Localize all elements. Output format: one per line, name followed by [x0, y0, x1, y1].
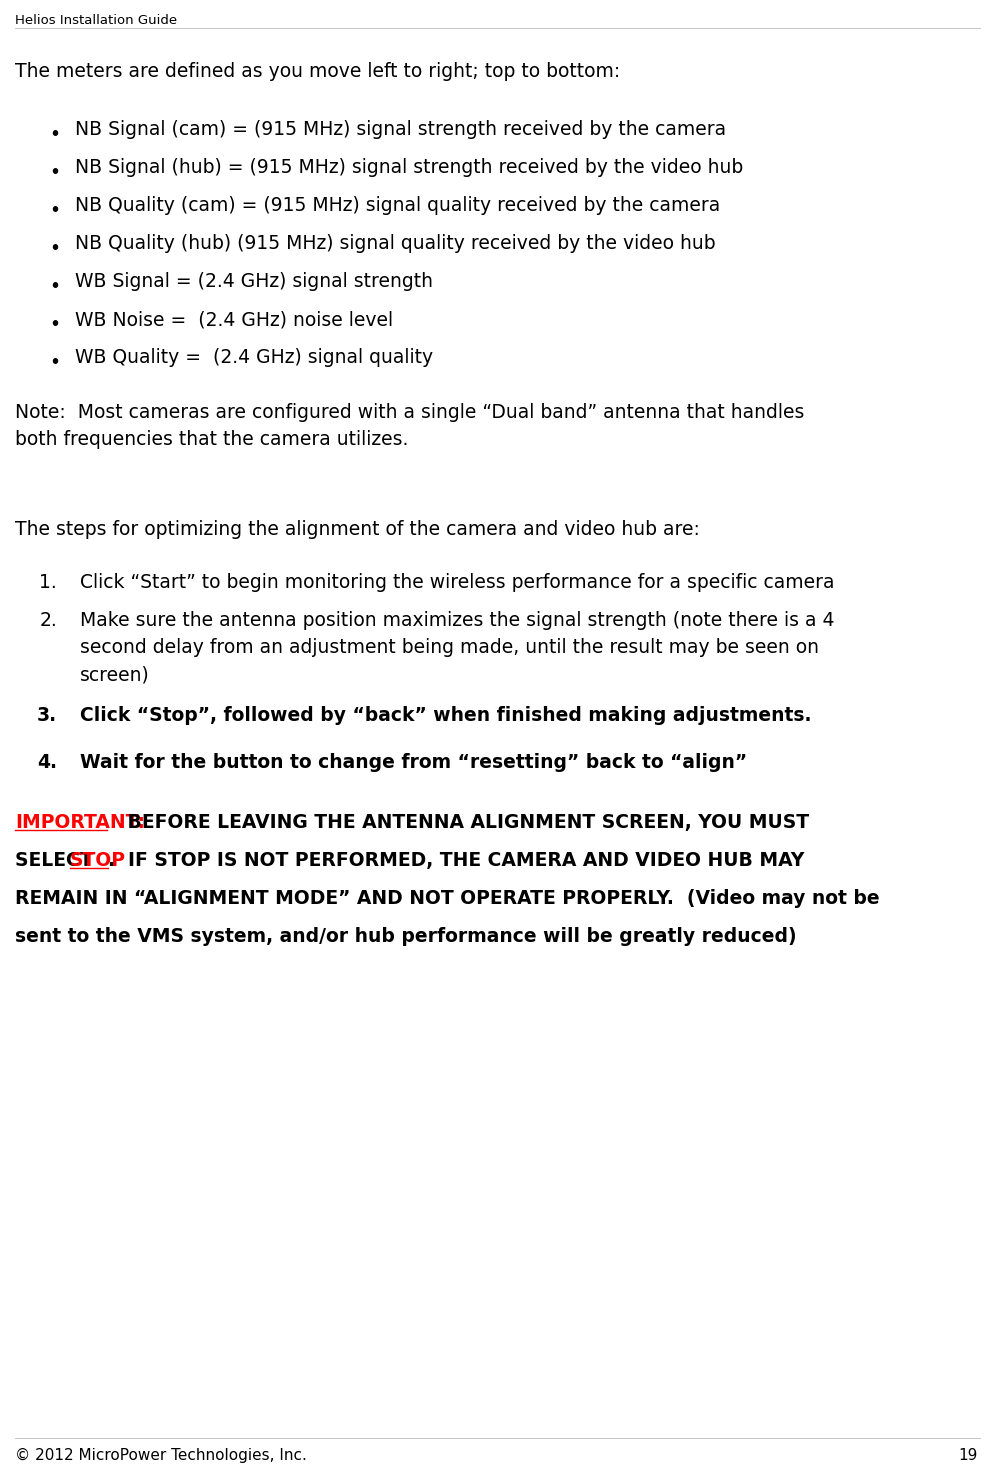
Text: BEFORE LEAVING THE ANTENNA ALIGNMENT SCREEN, YOU MUST: BEFORE LEAVING THE ANTENNA ALIGNMENT SCR…: [108, 814, 808, 831]
Text: 19: 19: [957, 1447, 977, 1464]
Text: Click “Start” to begin monitoring the wireless performance for a specific camera: Click “Start” to begin monitoring the wi…: [80, 573, 834, 593]
Text: •: •: [50, 315, 61, 335]
Text: .  IF STOP IS NOT PERFORMED, THE CAMERA AND VIDEO HUB MAY: . IF STOP IS NOT PERFORMED, THE CAMERA A…: [108, 850, 803, 870]
Text: •: •: [50, 200, 61, 220]
Text: 1.: 1.: [39, 573, 57, 593]
Text: 3.: 3.: [37, 706, 57, 725]
Text: 2.: 2.: [39, 612, 57, 629]
Text: The meters are defined as you move left to right; top to bottom:: The meters are defined as you move left …: [15, 62, 619, 81]
Text: NB Signal (hub) = (915 MHz) signal strength received by the video hub: NB Signal (hub) = (915 MHz) signal stren…: [75, 158, 743, 177]
Text: NB Quality (cam) = (915 MHz) signal quality received by the camera: NB Quality (cam) = (915 MHz) signal qual…: [75, 196, 720, 215]
Text: Wait for the button to change from “resetting” back to “align”: Wait for the button to change from “rese…: [80, 753, 746, 772]
Text: NB Quality (hub) (915 MHz) signal quality received by the video hub: NB Quality (hub) (915 MHz) signal qualit…: [75, 234, 715, 254]
Text: SELECT: SELECT: [15, 850, 99, 870]
Text: The steps for optimizing the alignment of the camera and video hub are:: The steps for optimizing the alignment o…: [15, 520, 699, 539]
Text: •: •: [50, 164, 61, 181]
Text: •: •: [50, 277, 61, 296]
Text: WB Signal = (2.4 GHz) signal strength: WB Signal = (2.4 GHz) signal strength: [75, 273, 432, 290]
Text: •: •: [50, 352, 61, 371]
Text: REMAIN IN “ALIGNMENT MODE” AND NOT OPERATE PROPERLY.  (Video may not be: REMAIN IN “ALIGNMENT MODE” AND NOT OPERA…: [15, 889, 879, 908]
Text: •: •: [50, 125, 61, 144]
Text: •: •: [50, 239, 61, 258]
Text: Click “Stop”, followed by “back” when finished making adjustments.: Click “Stop”, followed by “back” when fi…: [80, 706, 811, 725]
Text: WB Quality =  (2.4 GHz) signal quality: WB Quality = (2.4 GHz) signal quality: [75, 348, 432, 367]
Text: Note:  Most cameras are configured with a single “Dual band” antenna that handle: Note: Most cameras are configured with a…: [15, 402, 803, 450]
Text: 4.: 4.: [37, 753, 57, 772]
Text: IMPORTANT:: IMPORTANT:: [15, 814, 145, 831]
Text: © 2012 MicroPower Technologies, Inc.: © 2012 MicroPower Technologies, Inc.: [15, 1447, 306, 1464]
Text: sent to the VMS system, and/or hub performance will be greatly reduced): sent to the VMS system, and/or hub perfo…: [15, 927, 796, 946]
Text: NB Signal (cam) = (915 MHz) signal strength received by the camera: NB Signal (cam) = (915 MHz) signal stren…: [75, 119, 726, 139]
Text: STOP: STOP: [70, 850, 126, 870]
Text: Make sure the antenna position maximizes the signal strength (note there is a 4
: Make sure the antenna position maximizes…: [80, 612, 834, 684]
Text: WB Noise =  (2.4 GHz) noise level: WB Noise = (2.4 GHz) noise level: [75, 310, 393, 329]
Text: Helios Installation Guide: Helios Installation Guide: [15, 13, 177, 27]
